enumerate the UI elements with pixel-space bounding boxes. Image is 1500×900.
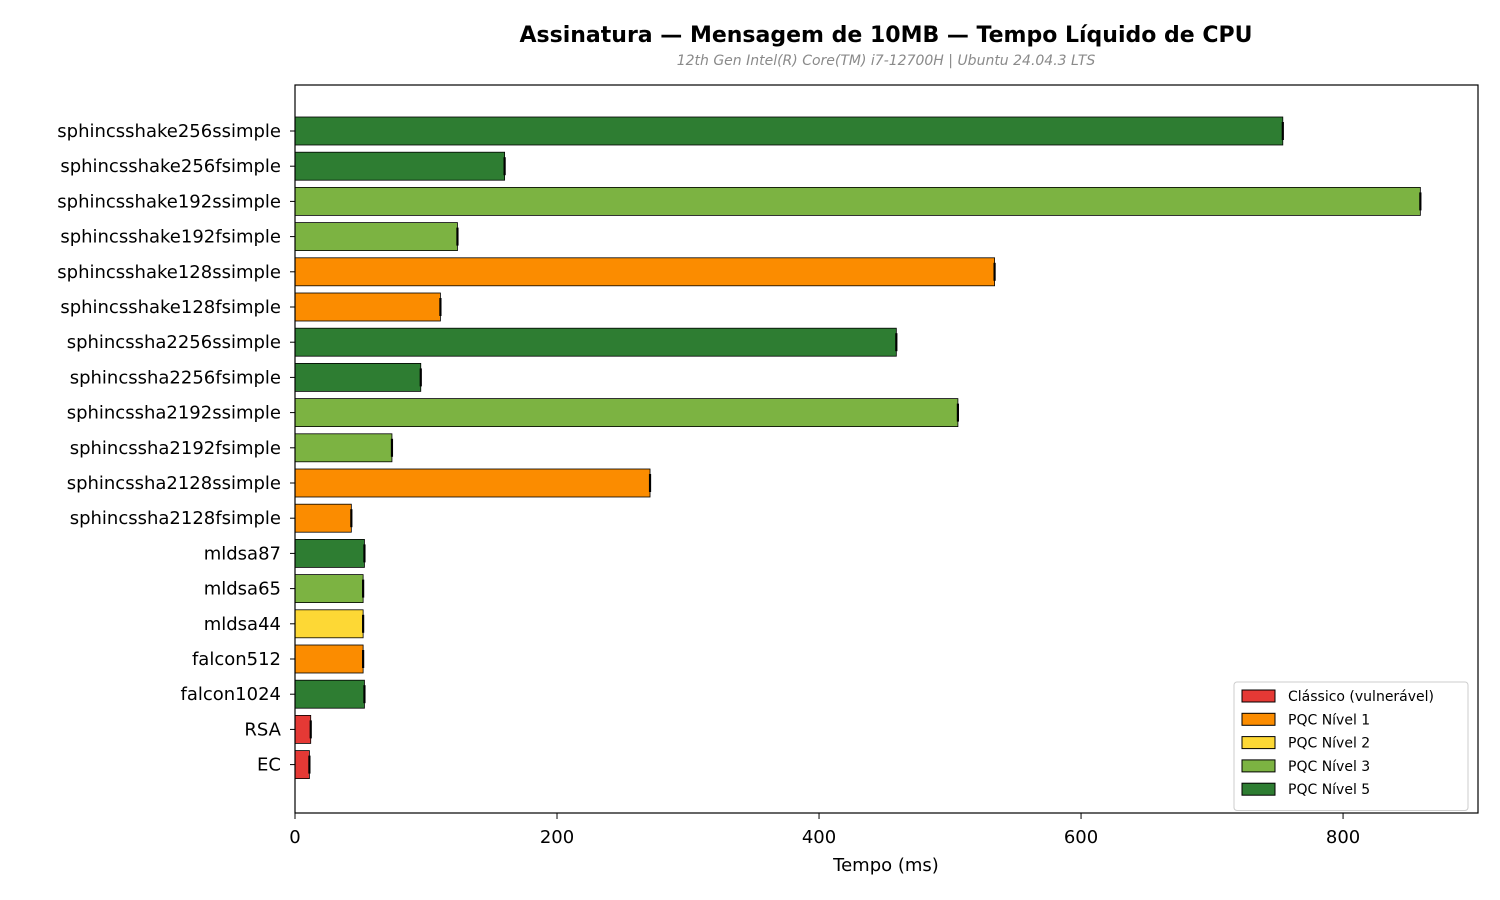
plot-area: sphincsshake256ssimple sphincsshake256fsi… xyxy=(57,84,1479,848)
legend-label: Clássico (vulnerável) xyxy=(1288,689,1434,705)
bar-sphincsshake256ssimple xyxy=(294,116,1284,146)
y-tick-label: sphincssha2128ssimple xyxy=(67,473,281,494)
legend-swatch xyxy=(1241,736,1276,750)
legend-swatch xyxy=(1241,689,1276,703)
y-tick-label: mldsa65 xyxy=(204,579,281,600)
y-tick-label: EC xyxy=(257,755,281,776)
bar-RSA xyxy=(294,715,312,744)
bar-mldsa87 xyxy=(294,539,365,568)
y-tick-label: sphincsshake128ssimple xyxy=(57,262,281,283)
bar-mldsa44 xyxy=(294,609,364,639)
x-tick-label: 800 xyxy=(1326,827,1360,848)
chart-title: Assinatura — Mensagem de 10MB — Tempo Lí… xyxy=(520,23,1253,48)
legend-swatch xyxy=(1241,782,1276,796)
legend-swatch xyxy=(1241,712,1276,726)
bar-sphincssha2256fsimple xyxy=(294,362,422,392)
y-tick-label: sphincssha2256fsimple xyxy=(70,367,281,388)
bar-sphincssha2128ssimple xyxy=(294,468,651,498)
y-tick-label: sphincsshake128fsimple xyxy=(60,297,281,318)
x-tick-label: 400 xyxy=(802,827,836,848)
bar-EC xyxy=(294,750,310,779)
x-axis-label: Tempo (ms) xyxy=(832,855,939,876)
bar-sphincssha2192fsimple xyxy=(294,433,393,463)
bar-mldsa65 xyxy=(294,574,364,603)
y-tick-label: sphincsshake192ssimple xyxy=(57,191,281,212)
y-tick-label: falcon512 xyxy=(192,649,281,670)
plot-frame xyxy=(294,84,1479,814)
bar-sphincsshake192fsimple xyxy=(294,222,458,252)
y-tick-label: mldsa87 xyxy=(204,543,281,564)
y-tick-label: sphincssha2256ssimple xyxy=(67,332,281,353)
x-tick-label: 200 xyxy=(540,827,574,848)
y-tick-label: sphincssha2192fsimple xyxy=(70,438,281,459)
legend-label: PQC Nível 1 xyxy=(1288,712,1370,728)
y-tick-label: sphincssha2192ssimple xyxy=(67,403,281,424)
bar-sphincssha2192ssimple xyxy=(294,398,959,428)
y-tick-label: RSA xyxy=(244,719,281,740)
bar-sphincsshake256fsimple xyxy=(294,151,506,181)
bar-falcon512 xyxy=(294,644,364,674)
legend-label: PQC Nível 5 xyxy=(1288,782,1370,798)
y-tick-label: sphincsshake256ssimple xyxy=(57,121,281,142)
chart-subtitle: 12th Gen Intel(R) Core(TM) i7-12700H | U… xyxy=(677,53,1096,69)
y-tick-label: sphincsshake192fsimple xyxy=(60,227,281,248)
y-tick-label: sphincssha2128fsimple xyxy=(70,508,281,529)
bar-sphincsshake192ssimple xyxy=(294,186,1421,216)
bar-sphincssha2128fsimple xyxy=(294,503,352,533)
bar-sphincsshake128fsimple xyxy=(294,292,441,322)
legend-swatch xyxy=(1241,759,1276,773)
y-tick-label: sphincsshake256fsimple xyxy=(60,156,281,177)
bar-sphincssha2256ssimple xyxy=(294,327,897,357)
legend-box xyxy=(1233,681,1469,811)
y-tick-label: falcon1024 xyxy=(181,684,282,705)
y-tick-label: mldsa44 xyxy=(204,614,281,635)
bar-falcon1024 xyxy=(294,679,365,709)
legend: Clássico (vulnerável) PQC Nível 1 PQC Níve… xyxy=(1233,681,1469,811)
x-tick-label: 600 xyxy=(1064,827,1098,848)
bar-sphincsshake128ssimple xyxy=(294,257,995,287)
x-tick-label: 0 xyxy=(289,827,300,848)
legend-label: PQC Nível 3 xyxy=(1288,759,1370,775)
legend-label: PQC Nível 2 xyxy=(1288,736,1370,752)
